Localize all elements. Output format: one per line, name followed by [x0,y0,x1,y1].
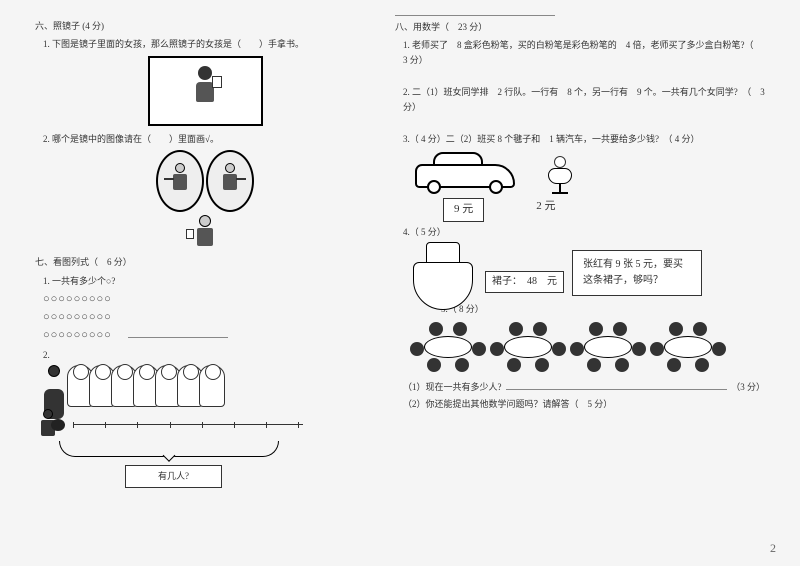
circle-row-1: ○○○○○○○○○ [43,291,375,309]
circle-row-3: ○○○○○○○○○ [43,326,375,345]
page-number: 2 [770,539,776,558]
car-icon [415,152,515,194]
price-car: 9 元 [443,198,484,222]
car-row [415,152,765,194]
round-table [489,320,567,372]
price-vase: 2 元 [536,198,555,222]
answer-line-top[interactable] [395,15,555,16]
section-6-title: 六、照镜子 (4 分) [35,19,375,33]
answer-line-8-5-1[interactable] [506,378,728,390]
mirror-option-right [206,150,254,212]
q8-3-text: 3.（ 4 分）二（2）班买 8 个毽子和 1 辆汽车，一共要给多少钱? （ 4… [403,132,765,146]
q8-5-1-label: （1）现在一共有多少人? [403,380,502,394]
q8-2-text: 2. 二（1）班女同学排 2 行队。一行有 8 个，另一行有 9 个。一共有几个… [403,85,765,114]
q8-5-2: （2）你还能提出其他数学问题吗？请解答（ 5 分） [403,397,765,411]
round-table [409,320,487,372]
section-8-title: 八、用数学（ 23 分） [395,20,765,34]
leader-figure [39,365,69,407]
brace-label: 有几人? [125,465,222,487]
curly-brace [59,441,279,457]
q7-2-text: 2. [43,348,375,362]
round-table [569,320,647,372]
q8-4-text: 4.（ 5 分） [403,225,765,239]
tables-row [409,320,765,372]
mirror-option-left [156,150,204,212]
person-outline [199,365,225,407]
circle-row-2: ○○○○○○○○○ [43,309,375,327]
skirt-label: 裙子： 48 元 [485,271,564,293]
standing-figure [192,215,218,251]
info-box: 张红有 9 张 5 元，要买这条裙子，够吗？ [572,250,702,296]
people-row-top [39,365,375,407]
section-7-title: 七、看图列式（ 6 分） [35,255,375,269]
skirt-icon [409,242,477,314]
q8-5-1-tail: （3 分） [731,380,765,394]
price-row: 9 元 2 元 [443,198,765,222]
mirror-options [35,150,375,251]
answer-line-7-1[interactable] [128,326,228,338]
q7-1-text: 1. 一共有多少个○? [43,274,375,288]
round-table [649,320,727,372]
lantern-row [35,409,375,439]
q8-1-text: 1. 老师买了 8 盒彩色粉笔，买的白粉笔是彩色粉笔的 4 倍，老师买了多少盒白… [403,38,765,67]
mirror-girl-figure [148,56,263,126]
q6-1-text: 1. 下图是镜子里面的女孩，那么照镜子的女孩是（ ）手拿书。 [43,37,375,51]
q8-5-1: （1）现在一共有多少人? （3 分） [403,378,765,394]
circle-row-3-dots: ○○○○○○○○○ [43,327,112,345]
shuttlecock-icon [543,154,577,194]
q6-2-text: 2. 哪个是镜中的图像请在（ ）里面画√。 [43,132,375,146]
q8-5-text: 5.（ 8 分） [441,302,765,316]
